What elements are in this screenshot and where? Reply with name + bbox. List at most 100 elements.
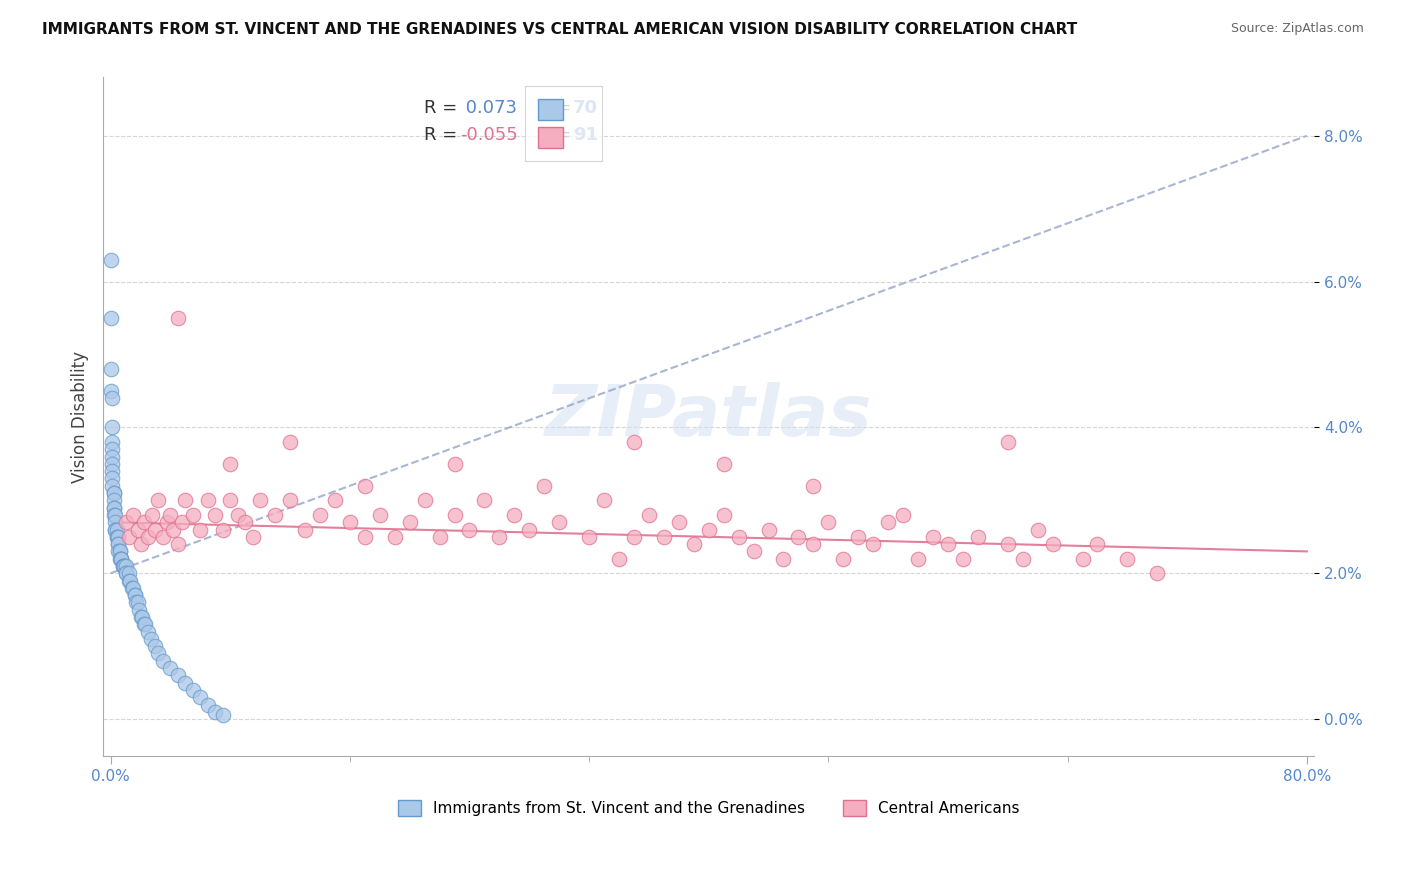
- Legend: Immigrants from St. Vincent and the Grenadines, Central Americans: Immigrants from St. Vincent and the Gren…: [392, 794, 1026, 822]
- Point: [174, 493, 197, 508]
- Text: -0.055: -0.055: [460, 126, 519, 145]
- Point: [101, 435, 124, 450]
- Point: [107, 537, 129, 551]
- Point: [107, 544, 129, 558]
- Point: [1071, 551, 1094, 566]
- Point: [122, 508, 145, 522]
- Point: [429, 530, 451, 544]
- Point: [772, 551, 794, 566]
- Point: [110, 551, 132, 566]
- Point: [101, 464, 124, 478]
- Point: [922, 530, 945, 544]
- Point: [548, 515, 571, 529]
- Point: [124, 588, 146, 602]
- Point: [278, 435, 301, 450]
- Point: [105, 530, 128, 544]
- Point: [211, 523, 233, 537]
- Point: [100, 311, 122, 326]
- Point: [488, 530, 510, 544]
- Point: [862, 537, 884, 551]
- Point: [172, 515, 194, 529]
- Text: N =: N =: [537, 126, 576, 145]
- Point: [101, 471, 124, 485]
- Point: [638, 508, 661, 522]
- Point: [181, 682, 204, 697]
- Point: [727, 530, 749, 544]
- Text: 70: 70: [574, 99, 598, 117]
- Point: [1042, 537, 1064, 551]
- Text: R =: R =: [425, 99, 463, 117]
- Point: [443, 508, 465, 522]
- Point: [697, 523, 720, 537]
- Point: [148, 647, 170, 661]
- Point: [107, 530, 129, 544]
- Point: [117, 566, 139, 581]
- Point: [132, 515, 155, 529]
- Point: [108, 544, 131, 558]
- Text: 0.073: 0.073: [460, 99, 517, 117]
- Point: [152, 530, 174, 544]
- Point: [127, 595, 149, 609]
- Point: [112, 559, 135, 574]
- Point: [167, 668, 190, 682]
- Point: [129, 610, 152, 624]
- Point: [323, 493, 346, 508]
- Point: [846, 530, 869, 544]
- Point: [503, 508, 526, 522]
- Point: [104, 515, 127, 529]
- Point: [100, 252, 122, 267]
- Point: [167, 311, 190, 326]
- Point: [145, 523, 167, 537]
- Text: IMMIGRANTS FROM ST. VINCENT AND THE GRENADINES VS CENTRAL AMERICAN VISION DISABI: IMMIGRANTS FROM ST. VINCENT AND THE GREN…: [42, 22, 1077, 37]
- Point: [997, 537, 1019, 551]
- Point: [832, 551, 855, 566]
- Point: [101, 420, 124, 434]
- Point: [159, 508, 181, 522]
- Point: [742, 544, 765, 558]
- Point: [108, 551, 131, 566]
- Point: [817, 515, 839, 529]
- Point: [117, 574, 139, 588]
- Point: [211, 708, 233, 723]
- Point: [339, 515, 361, 529]
- Point: [1146, 566, 1168, 581]
- Point: [104, 508, 127, 522]
- Point: [145, 639, 167, 653]
- Point: [188, 523, 211, 537]
- Point: [103, 500, 125, 515]
- Point: [101, 450, 124, 464]
- Point: [368, 508, 391, 522]
- Point: [103, 486, 125, 500]
- Point: [443, 457, 465, 471]
- Point: [682, 537, 704, 551]
- Point: [413, 493, 436, 508]
- Point: [111, 559, 134, 574]
- Point: [607, 551, 630, 566]
- Point: [114, 566, 136, 581]
- Point: [353, 530, 375, 544]
- Point: [249, 493, 271, 508]
- Point: [713, 457, 735, 471]
- Text: Source: ZipAtlas.com: Source: ZipAtlas.com: [1230, 22, 1364, 36]
- Point: [966, 530, 988, 544]
- Point: [226, 508, 249, 522]
- Point: [152, 654, 174, 668]
- Point: [139, 632, 162, 646]
- Point: [803, 479, 825, 493]
- Point: [110, 551, 132, 566]
- Point: [353, 479, 375, 493]
- Point: [117, 530, 139, 544]
- Point: [111, 559, 134, 574]
- Point: [952, 551, 974, 566]
- Point: [114, 566, 136, 581]
- Point: [159, 661, 181, 675]
- Point: [134, 617, 156, 632]
- Point: [174, 675, 197, 690]
- Point: [623, 530, 645, 544]
- Point: [652, 530, 675, 544]
- Point: [907, 551, 929, 566]
- Point: [181, 508, 204, 522]
- Point: [1116, 551, 1139, 566]
- Point: [103, 500, 125, 515]
- Point: [104, 523, 127, 537]
